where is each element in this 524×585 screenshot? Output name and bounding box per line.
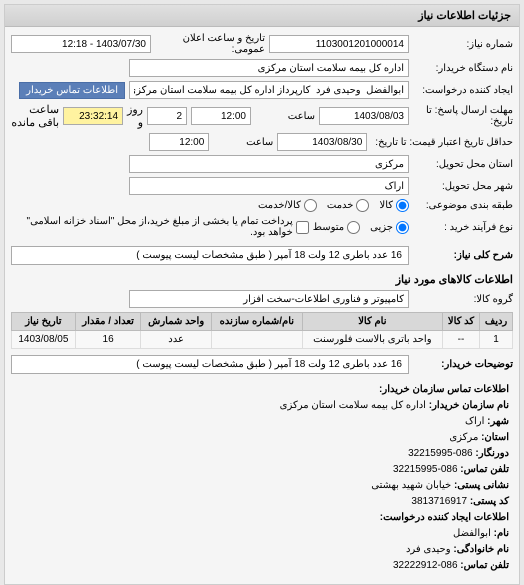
items-section-title: اطلاعات کالاهای مورد نیاز	[11, 269, 513, 290]
city-label: شهر محل تحویل:	[413, 181, 513, 192]
items-table: ردیف کد کالا نام کالا نام/شماره سازنده و…	[11, 312, 513, 349]
deadline-time-input	[191, 107, 251, 125]
postcode-label: کد پستی:	[470, 496, 509, 507]
th-mfr: نام/شماره سازنده	[211, 313, 302, 331]
request-no-input	[269, 35, 409, 53]
group-label: گروه کالا:	[413, 294, 513, 305]
cell-code: --	[442, 331, 479, 349]
deadline-date-input	[319, 107, 409, 125]
details-panel: جزئیات اطلاعات نیاز شماره نیاز: تاریخ و …	[4, 4, 520, 585]
req-name-label: نام:	[494, 528, 509, 539]
cell-qty: 16	[75, 331, 141, 349]
public-datetime-input	[11, 35, 151, 53]
validity-label: حداقل تاریخ اعتبار قیمت: تا تاریخ:	[371, 137, 513, 148]
panel-title: جزئیات اطلاعات نیاز	[5, 5, 519, 27]
time-label-1: ساعت	[255, 111, 315, 122]
validity-date-input	[277, 133, 367, 151]
category-label: طبقه بندی موضوعی:	[413, 200, 513, 211]
buyer-org-input	[129, 59, 409, 77]
cell-mfr	[211, 331, 302, 349]
remaining-label: ساعت باقی مانده	[11, 103, 59, 129]
purchase-type-radio-group: جزیی متوسط	[313, 221, 409, 234]
th-code: کد کالا	[442, 313, 479, 331]
table-header-row: ردیف کد کالا نام کالا نام/شماره سازنده و…	[12, 313, 513, 331]
postal-label: نشانی پستی:	[454, 480, 509, 491]
req-phone-value: 086-32222912	[393, 560, 458, 571]
cell-date: 1403/08/05	[12, 331, 76, 349]
th-qty: تعداد / مقدار	[75, 313, 141, 331]
contact-section: اطلاعات تماس سازمان خریدار: نام سازمان خ…	[11, 378, 513, 578]
postal-value: خیابان شهید بهشتی	[371, 480, 451, 491]
req-family-label: نام خانوادگی:	[453, 544, 509, 555]
city-input	[129, 177, 409, 195]
th-name: نام کالا	[302, 313, 442, 331]
buyer-org-label: نام دستگاه خریدار:	[413, 63, 513, 74]
category-radio-group: کالا خدمت کالا/خدمت	[258, 199, 409, 212]
province-label: استان محل تحویل:	[413, 159, 513, 170]
contact-section-title: اطلاعات تماس سازمان خریدار:	[379, 384, 509, 395]
org-value: اداره کل بیمه سلامت استان مرکزی	[280, 400, 426, 411]
time-label-2: ساعت	[213, 137, 273, 148]
fax-label: دورنگار:	[475, 448, 509, 459]
group-input	[129, 290, 409, 308]
contact-city-value: اراک	[465, 416, 484, 427]
desc-label: شرح کلی نیاز:	[413, 250, 513, 261]
validity-time-input	[149, 133, 209, 151]
requester-label: ایجاد کننده درخواست:	[413, 85, 513, 96]
remaining-time-input	[63, 107, 123, 125]
postcode-value: 3813716917	[411, 496, 467, 507]
pt-medium-radio[interactable]: متوسط	[313, 221, 360, 234]
treasury-checkbox[interactable]: پرداخت تمام یا بخشی از مبلغ خرید،از محل …	[11, 216, 309, 238]
req-family-value: وحیدی فرد	[406, 544, 451, 555]
cell-name: واحد باتری بالاست فلورسنت	[302, 331, 442, 349]
deadline-label: مهلت ارسال پاسخ: تا تاریخ:	[413, 105, 513, 127]
req-name-value: ابوالفضل	[453, 528, 491, 539]
contact-province-label: استان:	[481, 432, 509, 443]
public-datetime-label: تاریخ و ساعت اعلان عمومی:	[155, 33, 265, 55]
th-row: ردیف	[480, 313, 513, 331]
table-row[interactable]: 1 -- واحد باتری بالاست فلورسنت عدد 16 14…	[12, 331, 513, 349]
cat-goods-radio[interactable]: کالا	[379, 199, 409, 212]
buyer-desc-label: توضیحات خریدار:	[413, 359, 513, 370]
day-and-label: روز و	[127, 103, 143, 129]
phone-value: 086-32215995	[393, 464, 458, 475]
cell-unit: عدد	[141, 331, 211, 349]
request-no-label: شماره نیاز:	[413, 39, 513, 50]
req-contact-title: اطلاعات ایجاد کننده درخواست:	[380, 512, 509, 523]
org-label: نام سازمان خریدار:	[429, 400, 509, 411]
th-date: تاریخ نیاز	[12, 313, 76, 331]
contact-city-label: شهر:	[487, 416, 509, 427]
days-count-input	[147, 107, 187, 125]
th-unit: واحد شمارش	[141, 313, 211, 331]
cat-service-radio[interactable]: خدمت	[327, 199, 370, 212]
desc-box: 16 عدد باطری 12 ولت 18 آمپر ( طبق مشخصات…	[11, 246, 409, 265]
fax-value: 086-32215995	[408, 448, 473, 459]
requester-input	[129, 81, 409, 99]
contact-info-button[interactable]: اطلاعات تماس خریدار	[19, 82, 125, 99]
req-phone-label: تلفن تماس:	[460, 560, 509, 571]
province-input	[129, 155, 409, 173]
contact-province-value: مرکزی	[449, 432, 478, 443]
phone-label: تلفن تماس:	[460, 464, 509, 475]
cell-row: 1	[480, 331, 513, 349]
cat-goods-service-radio[interactable]: کالا/خدمت	[258, 199, 317, 212]
buyer-desc-box: 16 عدد باطری 12 ولت 18 آمپر ( طبق مشخصات…	[11, 355, 409, 374]
pt-small-radio[interactable]: جزیی	[370, 221, 409, 234]
purchase-type-label: نوع فرآیند خرید :	[413, 222, 513, 233]
